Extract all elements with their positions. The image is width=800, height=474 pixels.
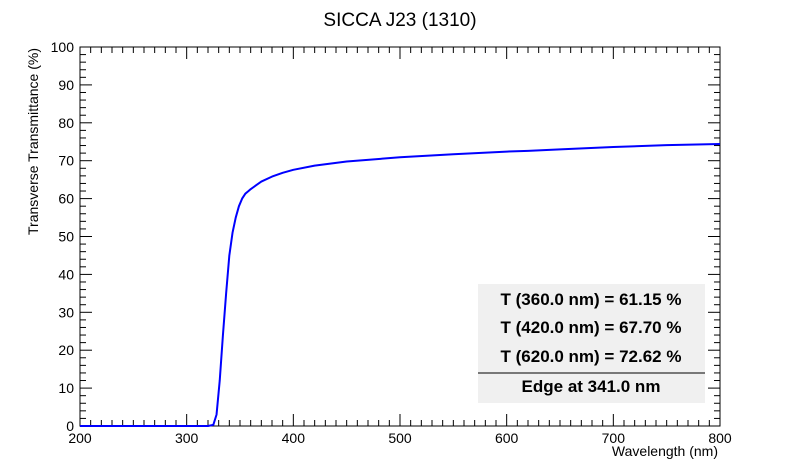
x-tick-labels: 200 300 400 500 600 700 800 xyxy=(68,430,732,446)
x-tick-label: 500 xyxy=(388,430,412,446)
y-axis-label: Transverse Transmittance (%) xyxy=(25,48,41,235)
y-tick-label: 90 xyxy=(58,77,74,93)
annotation-t620: T (620.0 nm) = 72.62 % xyxy=(501,347,682,366)
x-tick-label: 800 xyxy=(708,430,732,446)
y-tick-label: 40 xyxy=(58,266,74,282)
axis-ticks xyxy=(79,46,721,427)
y-tick-label: 70 xyxy=(58,153,74,169)
annotation-box: T (360.0 nm) = 61.15 % T (420.0 nm) = 67… xyxy=(478,284,705,403)
x-tick-label: 400 xyxy=(282,430,306,446)
annotation-t360: T (360.0 nm) = 61.15 % xyxy=(501,290,682,309)
annotation-edge: Edge at 341.0 nm xyxy=(522,377,661,396)
y-tick-label: 20 xyxy=(58,342,74,358)
y-tick-label: 0 xyxy=(66,418,74,434)
series-line-transmittance xyxy=(80,143,721,427)
x-tick-label: 600 xyxy=(495,430,519,446)
x-tick-label: 300 xyxy=(175,430,199,446)
y-tick-label: 50 xyxy=(58,229,74,245)
y-tick-labels: 0 10 20 30 40 50 60 70 80 90 100 xyxy=(51,39,75,434)
annotation-t420: T (420.0 nm) = 67.70 % xyxy=(501,318,682,337)
x-tick-label: 200 xyxy=(68,430,92,446)
annotation-box-background xyxy=(478,284,705,403)
x-axis-label: Wavelength (nm) xyxy=(612,443,718,459)
y-tick-label: 80 xyxy=(58,115,74,131)
chart-title: SICCA J23 (1310) xyxy=(323,10,476,31)
y-tick-label: 30 xyxy=(58,304,74,320)
y-tick-label: 60 xyxy=(58,191,74,207)
x-tick-label: 700 xyxy=(602,430,626,446)
y-tick-label: 100 xyxy=(51,39,75,55)
y-tick-label: 10 xyxy=(58,380,74,396)
